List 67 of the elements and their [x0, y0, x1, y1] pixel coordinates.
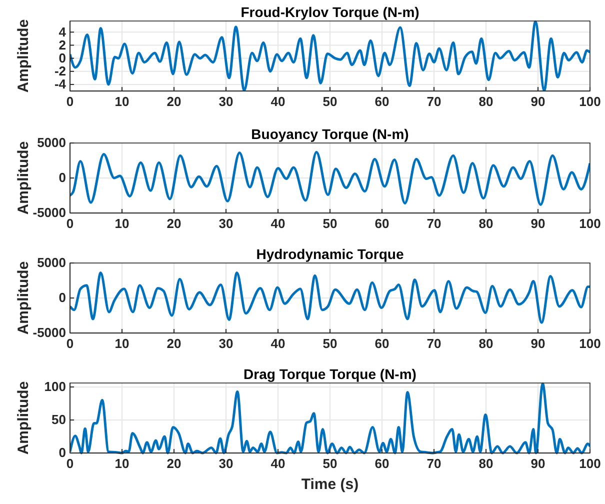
x-tick-label: 30 — [218, 94, 234, 110]
x-tick-label: 30 — [218, 456, 234, 472]
y-tick-label: 2 — [58, 37, 66, 52]
y-tick-label: -4 — [54, 76, 67, 92]
x-tick-label: 50 — [322, 216, 338, 232]
y-tick-label: 100 — [44, 379, 66, 394]
chart-title: Hydrodynamic Torque — [256, 246, 404, 262]
x-tick-label: 40 — [270, 336, 286, 352]
x-tick-label: 80 — [478, 94, 494, 110]
y-tick-label: -5000 — [32, 205, 66, 220]
x-tick-label: 40 — [270, 94, 286, 110]
x-tick-label: 90 — [530, 216, 546, 232]
x-tick-label: 50 — [322, 94, 338, 110]
y-tick-label: -2 — [54, 64, 66, 79]
y-tick-label: 4 — [58, 24, 67, 40]
y-axis-title: Amplitude — [15, 19, 32, 93]
x-tick-label: 40 — [270, 456, 286, 472]
line-series — [70, 150, 590, 206]
x-tick-label: 60 — [374, 336, 390, 352]
chart-title: Drag Torque Torque (N-m) — [244, 366, 416, 382]
x-tick-label: 10 — [114, 94, 130, 110]
x-tick-label: 70 — [426, 216, 442, 232]
x-tick-label: 80 — [478, 216, 494, 232]
y-tick-label: 0 — [58, 445, 66, 460]
chart-title: Buoyancy Torque (N-m) — [251, 126, 409, 142]
y-tick-label: 5000 — [37, 255, 66, 270]
x-tick-label: 90 — [530, 94, 546, 110]
y-tick-label: 0 — [58, 290, 66, 306]
x-tick-label: 10 — [114, 336, 130, 352]
x-tick-label: 20 — [166, 456, 182, 472]
line-series — [70, 20, 590, 92]
x-tick-label: 60 — [374, 94, 390, 110]
x-tick-label: 70 — [426, 94, 442, 110]
chart-title: Froud-Krylov Torque (N-m) — [240, 4, 420, 20]
x-tick-label: 100 — [579, 94, 601, 110]
y-tick-label: 0 — [58, 170, 66, 186]
x-tick-label: 80 — [478, 336, 494, 352]
y-axis-title: Amplitude — [15, 141, 32, 215]
x-tick-label: 60 — [374, 216, 390, 232]
x-tick-label: 40 — [270, 216, 286, 232]
x-tick-label: 80 — [478, 456, 494, 472]
x-tick-label: 90 — [530, 456, 546, 472]
x-tick-label: 100 — [579, 456, 601, 472]
x-tick-label: 70 — [426, 336, 442, 352]
line-series — [70, 382, 590, 454]
x-tick-label: 50 — [322, 456, 338, 472]
y-tick-label: 50 — [52, 412, 66, 428]
x-tick-label: 10 — [114, 216, 130, 232]
y-axis-title: Amplitude — [15, 261, 32, 335]
x-tick-label: 20 — [166, 216, 182, 232]
x-tick-label: 90 — [530, 336, 546, 352]
x-tick-label: 70 — [426, 456, 442, 472]
x-tick-label: 60 — [374, 456, 390, 472]
x-tick-label: 10 — [114, 456, 130, 472]
y-tick-label: 0 — [58, 50, 66, 66]
y-axis-title: Amplitude — [15, 381, 32, 455]
y-tick-label: -5000 — [32, 325, 66, 340]
x-axis-title: Time (s) — [301, 476, 359, 493]
line-series — [70, 272, 590, 324]
y-tick-label: 5000 — [37, 135, 66, 150]
x-tick-label: 20 — [166, 336, 182, 352]
x-tick-label: 100 — [579, 216, 601, 232]
x-tick-label: 30 — [218, 216, 234, 232]
x-tick-label: 100 — [579, 336, 601, 352]
x-tick-label: 30 — [218, 336, 234, 352]
x-tick-label: 50 — [322, 336, 338, 352]
x-tick-label: 20 — [166, 94, 182, 110]
